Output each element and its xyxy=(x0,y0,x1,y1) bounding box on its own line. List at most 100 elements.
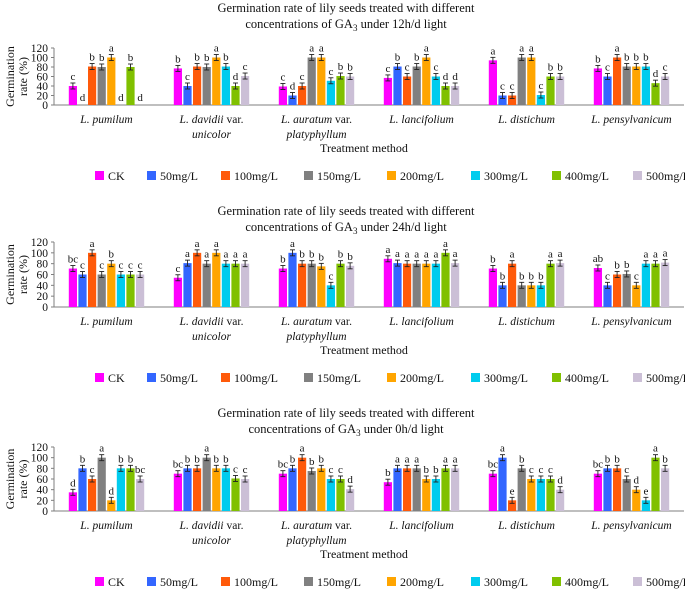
legend-swatch xyxy=(471,577,480,586)
category-label: L. pensylvanicum xyxy=(590,520,671,532)
significance-label: a xyxy=(290,238,295,250)
bar xyxy=(412,468,421,511)
significance-label: a xyxy=(214,238,219,250)
bar xyxy=(298,457,307,511)
bar xyxy=(193,468,202,511)
chart-title-line2: concentrations of GA3 under 12h/d light xyxy=(245,17,447,33)
bar xyxy=(173,473,182,511)
y-axis-label-line2: rate (%) xyxy=(16,255,30,294)
bar xyxy=(317,266,326,307)
significance-label: a xyxy=(529,43,534,55)
bar xyxy=(231,263,240,307)
significance-label: a xyxy=(300,443,305,455)
bar xyxy=(97,67,106,105)
bar xyxy=(632,285,641,307)
bar xyxy=(488,473,497,511)
significance-label: b xyxy=(309,249,315,261)
legend-swatch xyxy=(471,171,480,180)
bar xyxy=(641,263,650,307)
bar xyxy=(441,252,450,307)
significance-label: e xyxy=(510,485,515,497)
category-label-part: var. xyxy=(224,316,244,328)
significance-label: a xyxy=(204,249,209,261)
title-text: concentrations of GA xyxy=(245,220,353,234)
category-label: L. pensylvanicum xyxy=(590,114,671,126)
legend-swatch xyxy=(552,171,561,180)
bar xyxy=(451,263,460,307)
significance-label: b xyxy=(309,456,315,468)
series-400mg/L: ca baa a xyxy=(126,238,660,307)
significance-label: a xyxy=(223,249,228,261)
category-label: L. auratum var. xyxy=(280,114,352,126)
bar xyxy=(383,258,392,307)
significance-label: b xyxy=(80,453,86,465)
bar xyxy=(193,66,202,105)
legend-swatch xyxy=(221,373,230,382)
bar xyxy=(546,76,555,105)
bar xyxy=(603,285,612,307)
significance-label: c xyxy=(233,463,238,475)
significance-label: a xyxy=(500,443,505,455)
bar xyxy=(97,274,106,307)
bar xyxy=(241,76,250,105)
significance-label: c xyxy=(280,71,285,83)
y-axis-label: Germinationrate (%) xyxy=(3,46,30,107)
chart-title-line2: concentrations of GA3 under 24h/d light xyxy=(245,220,447,236)
category-label: L. auratum var. xyxy=(280,316,352,328)
bar xyxy=(593,473,602,511)
category-label-part: L. pumilum xyxy=(79,316,132,328)
legend-item-500mg/L: 500mg/L xyxy=(633,371,685,385)
legend-item-300mg/L: 300mg/L xyxy=(471,371,528,385)
legend-swatch xyxy=(147,373,156,382)
significance-label: c xyxy=(548,464,553,476)
significance-label: b xyxy=(128,453,134,465)
y-axis-label-line1: Germination xyxy=(3,244,17,305)
legend-label: 200mg/L xyxy=(400,371,444,385)
legend-swatch xyxy=(221,577,230,586)
significance-label: c xyxy=(70,71,75,83)
bar xyxy=(317,468,326,511)
significance-label: b xyxy=(624,259,630,271)
chart-panel-1: Germination rate of lily seeds treated w… xyxy=(3,1,685,183)
bar xyxy=(336,479,345,511)
bar xyxy=(288,252,297,307)
y-tick-label: 40 xyxy=(37,485,49,497)
bar xyxy=(441,86,450,105)
significance-label: a xyxy=(405,453,410,465)
significance-label: a xyxy=(433,249,438,261)
bar xyxy=(278,86,287,105)
significance-label: bc xyxy=(488,459,499,471)
significance-label: d xyxy=(109,485,115,497)
bar xyxy=(498,457,507,511)
bar xyxy=(278,473,287,511)
legend-item-150mg/L: 150mg/L xyxy=(304,169,361,183)
series-200mg/L: db bb cd xyxy=(107,453,641,511)
legend-item-400mg/L: 400mg/L xyxy=(552,575,609,589)
title-subscript: 3 xyxy=(353,23,358,33)
bar xyxy=(336,76,345,105)
bar xyxy=(336,263,345,307)
category-label-part: var. xyxy=(332,520,352,532)
legend-swatch xyxy=(147,171,156,180)
bar xyxy=(536,285,545,307)
significance-label: a xyxy=(204,443,209,455)
bar xyxy=(393,66,402,105)
legend-item-200mg/L: 200mg/L xyxy=(387,371,444,385)
significance-label: d xyxy=(233,71,239,83)
bar xyxy=(126,468,135,511)
bar xyxy=(593,268,602,307)
bar xyxy=(622,66,631,105)
bar xyxy=(173,68,182,105)
legend-label: 400mg/L xyxy=(565,169,609,183)
significance-label: bc xyxy=(173,459,184,471)
significance-label: c xyxy=(328,270,333,282)
category-label-part: L. auratum xyxy=(280,520,332,532)
bar xyxy=(536,95,545,105)
significance-label: c xyxy=(80,260,85,272)
legend-item-500mg/L: 500mg/L xyxy=(633,575,685,589)
significance-label: c xyxy=(118,260,123,272)
chart-panel-3: Germination rate of lily seeds treated w… xyxy=(3,406,685,589)
significance-label: c xyxy=(433,62,438,74)
